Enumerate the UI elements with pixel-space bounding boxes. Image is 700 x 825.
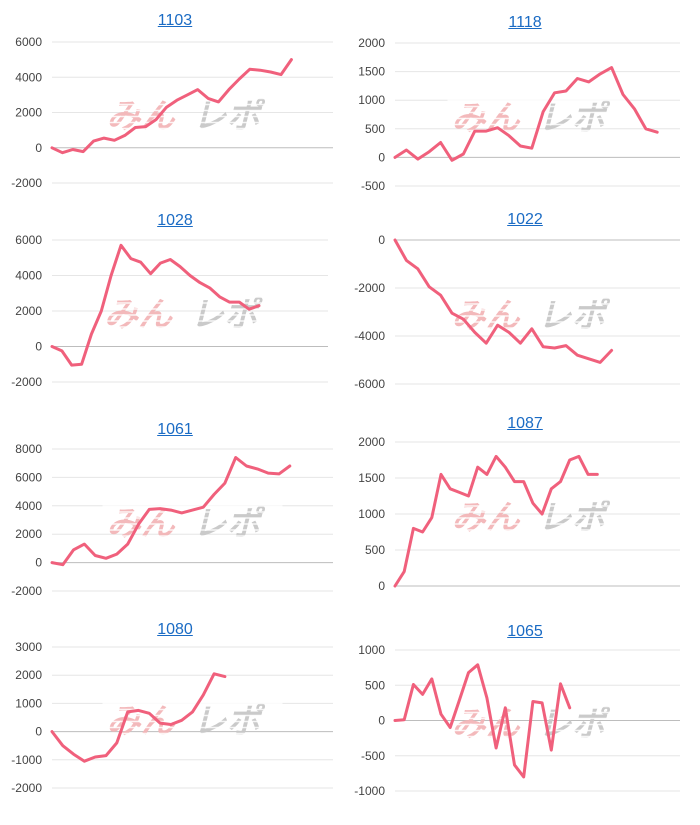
series-line — [50, 58, 293, 155]
chart-title-link[interactable]: 1022 — [507, 211, 543, 228]
y-tick-label: 1500 — [358, 65, 385, 79]
y-tick-label: -1000 — [11, 753, 42, 767]
y-tick-label: 0 — [378, 714, 385, 728]
y-tick-label: 1500 — [358, 471, 385, 485]
chart-panel-1103: 1103 -2000 0 2000 4000 6000 みん レポ — [0, 10, 350, 213]
series-line — [393, 238, 614, 364]
y-tick-label: -4000 — [354, 329, 385, 343]
y-tick-label: -500 — [361, 749, 385, 763]
chart-panel-1065: 1065 -1000 -500 0 500 1000 みん レポ — [350, 622, 700, 825]
y-tick-label: 500 — [365, 543, 385, 557]
chart-title-link[interactable]: 1103 — [157, 12, 193, 29]
line-chart: -2000 -1000 0 1000 2000 3000 みん レポ — [11, 640, 333, 795]
y-tick-label: 0 — [378, 579, 385, 593]
y-tick-label: 2000 — [15, 527, 42, 541]
y-tick-label: 2000 — [15, 668, 42, 682]
watermark-logo: みん レポ — [100, 295, 280, 335]
y-tick-label: 0 — [35, 556, 42, 570]
chart-panel-1022: 1022 -6000 -4000 -2000 0 みん レポ — [350, 210, 700, 413]
y-tick-label: 2000 — [358, 435, 385, 449]
chart-panel-1087: 1087 0 500 1000 1500 2000 みん レポ — [350, 414, 700, 617]
y-tick-label: 500 — [365, 122, 385, 136]
y-tick-label: -1000 — [354, 784, 385, 798]
y-tick-label: 6000 — [15, 233, 42, 247]
y-tick-label: 1000 — [358, 93, 385, 107]
series-line — [50, 243, 261, 367]
watermark-logo: みん レポ — [447, 296, 628, 336]
y-tick-label: 6000 — [15, 35, 42, 49]
series-line — [393, 66, 659, 162]
y-tick-label: -500 — [361, 179, 385, 193]
line-chart: -1000 -500 0 500 1000 みん レポ — [354, 643, 680, 798]
line-chart: -6000 -4000 -2000 0 みん レポ — [354, 233, 680, 391]
chart-title-link[interactable]: 1087 — [507, 415, 543, 432]
series-line — [393, 454, 599, 588]
line-chart: -2000 0 2000 4000 6000 みん レポ — [11, 233, 328, 389]
chart-title-link[interactable]: 1080 — [157, 621, 193, 638]
watermark-logo: みん レポ — [447, 705, 628, 745]
y-tick-label: 8000 — [15, 442, 42, 456]
line-chart: 0 500 1000 1500 2000 みん レポ — [358, 435, 680, 593]
chart-panel-1080: 1080 -2000 -1000 0 1000 2000 3000 みん レポ — [0, 620, 350, 823]
watermark-logo: みん レポ — [102, 97, 283, 137]
y-tick-label: 3000 — [15, 640, 42, 654]
y-tick-label: -2000 — [11, 584, 42, 598]
y-tick-label: 4000 — [15, 70, 42, 84]
chart-panel-1118: 1118 -500 0 500 1000 1500 2000 みん レポ — [350, 10, 700, 213]
y-tick-label: 0 — [35, 340, 42, 354]
y-tick-label: 500 — [365, 678, 385, 692]
y-tick-label: 0 — [35, 725, 42, 739]
y-tick-label: 2000 — [15, 106, 42, 120]
y-tick-label: 4000 — [15, 499, 42, 513]
y-tick-label: -2000 — [11, 781, 42, 795]
series-line — [50, 456, 292, 567]
y-tick-label: -6000 — [354, 377, 385, 391]
y-tick-label: 0 — [378, 150, 385, 164]
y-tick-label: 1000 — [358, 507, 385, 521]
y-tick-label: -2000 — [11, 375, 42, 389]
chart-title-link[interactable]: 1061 — [157, 421, 193, 438]
watermark-logo: みん レポ — [447, 498, 628, 538]
series-line — [50, 672, 227, 763]
y-tick-label: 4000 — [15, 269, 42, 283]
chart-panel-1061: 1061 -2000 0 2000 4000 6000 8000 みん レポ — [0, 420, 350, 623]
watermark-logo: みん レポ — [102, 702, 283, 742]
chart-panel-1028: 1028 -2000 0 2000 4000 6000 みん レポ — [0, 210, 350, 413]
line-chart: -2000 0 2000 4000 6000 みん レポ — [11, 35, 333, 190]
watermark-logo: みん レポ — [102, 504, 283, 544]
y-tick-label: 6000 — [15, 470, 42, 484]
y-tick-label: -2000 — [11, 176, 42, 190]
series-line — [393, 663, 572, 779]
chart-title-link[interactable]: 1118 — [508, 14, 542, 31]
y-tick-label: -2000 — [354, 281, 385, 295]
y-tick-label: 0 — [378, 233, 385, 247]
y-tick-label: 0 — [35, 141, 42, 155]
y-tick-label: 2000 — [358, 36, 385, 50]
y-tick-label: 1000 — [358, 643, 385, 657]
chart-title-link[interactable]: 1028 — [157, 212, 193, 229]
chart-title-link[interactable]: 1065 — [507, 623, 543, 640]
y-tick-label: 2000 — [15, 304, 42, 318]
line-chart: -2000 0 2000 4000 6000 8000 みん レポ — [11, 442, 333, 598]
y-tick-label: 1000 — [15, 696, 42, 710]
